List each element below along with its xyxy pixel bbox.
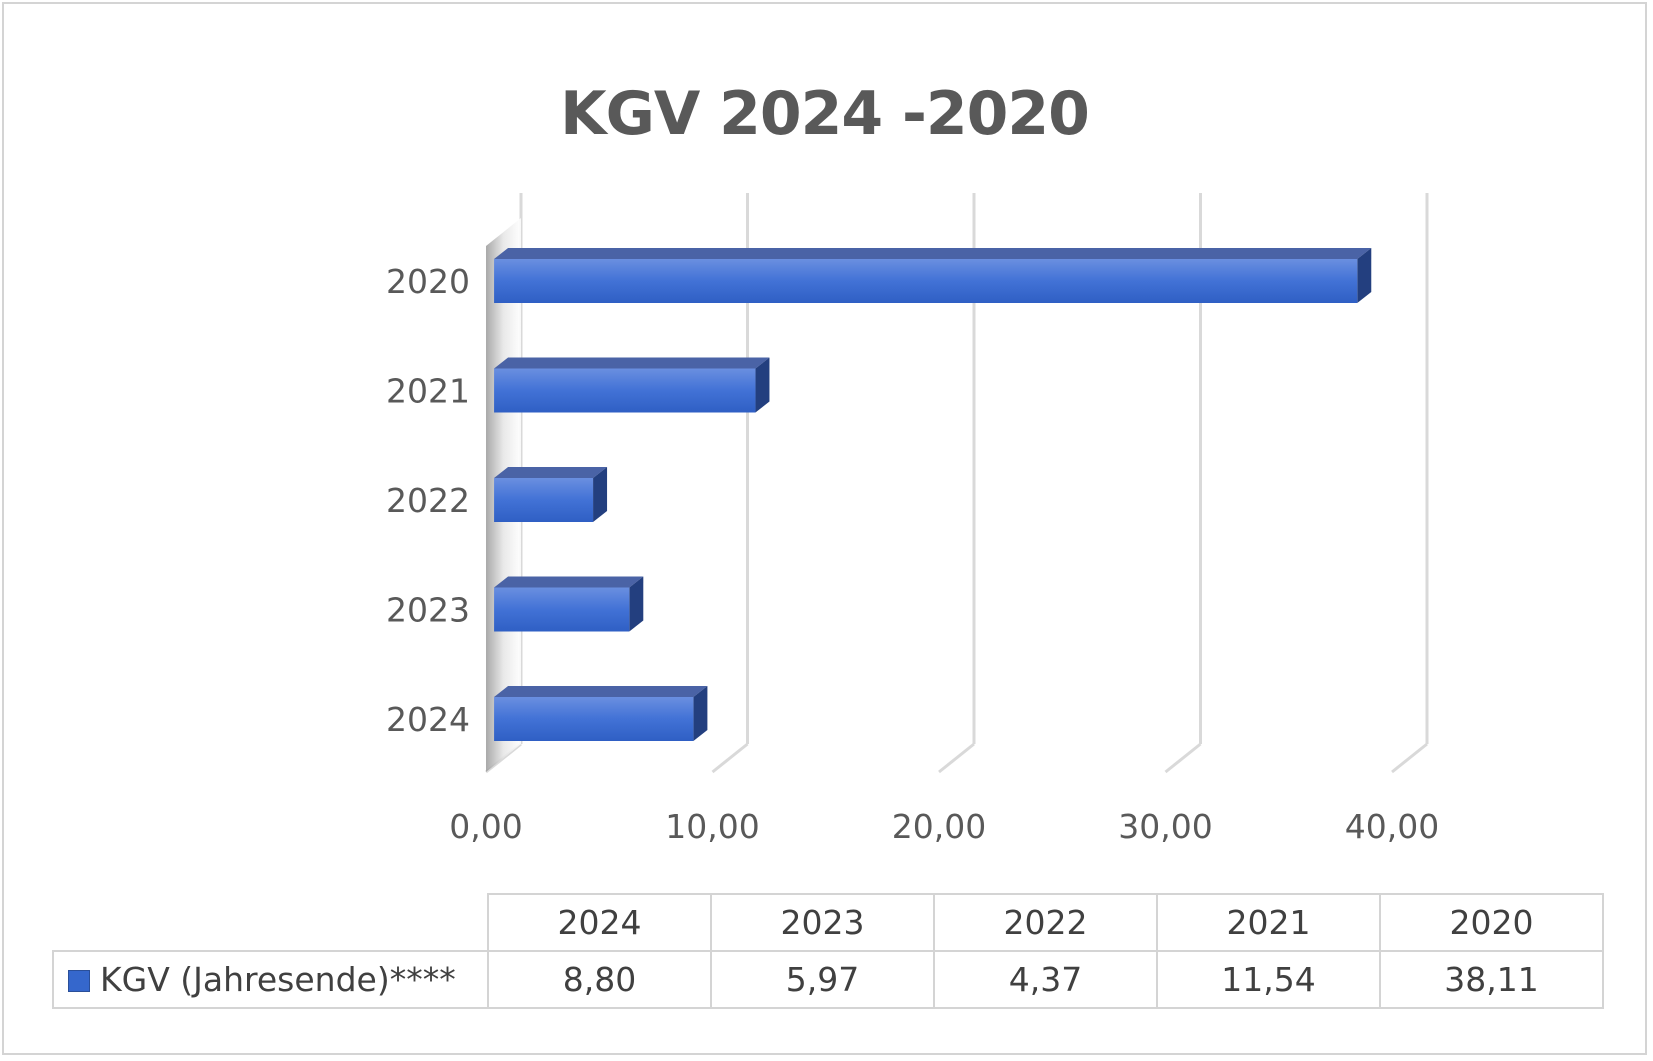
data-table-row-label: KGV (Jahresende)**** [100, 960, 456, 999]
legend-swatch-icon [68, 970, 90, 992]
data-table-value-cell: 4,37 [933, 950, 1158, 1009]
bar [494, 576, 644, 632]
bar-top [494, 686, 708, 697]
bar-side [693, 686, 708, 741]
x-axis-labels: 0,00 10,00 20,00 30,00 40,00 [449, 807, 1439, 846]
bar [494, 357, 770, 413]
bar-front [494, 697, 694, 741]
y-axis-tick-label: 2024 [386, 700, 470, 739]
bar-top [494, 467, 608, 478]
chart-title: KGV 2024 -2020 [560, 79, 1090, 149]
data-table-value-cell: 8,80 [487, 950, 712, 1009]
data-table-corner [53, 894, 489, 952]
data-table-header-cell: 2023 [710, 893, 935, 952]
x-axis-tick-label: 40,00 [1345, 807, 1439, 846]
bar-front [494, 478, 594, 522]
bar-top [494, 357, 770, 369]
bar-top [494, 248, 1372, 259]
data-table-value-cell: 5,97 [710, 950, 935, 1009]
y-axis-tick-label: 2020 [386, 262, 470, 301]
x-axis-tick-label: 30,00 [1118, 807, 1212, 846]
bar-side [593, 467, 608, 522]
bar-side [1357, 248, 1372, 303]
bar [494, 248, 1372, 303]
x-axis-tick-label: 0,00 [449, 807, 522, 846]
bar-side [629, 576, 644, 632]
data-table-value-cell: 38,11 [1379, 950, 1604, 1009]
data-table: 2024 2023 2022 2021 2020 KGV (Jahresende… [52, 893, 1604, 1009]
gridline-floor [1391, 742, 1428, 774]
data-table-header-cell: 2024 [487, 893, 712, 952]
y-axis-labels: 2024 2023 2022 2021 2020 [386, 262, 470, 739]
gridline-floor [711, 742, 749, 774]
bar-front [494, 259, 1358, 303]
data-table-header-cell: 2021 [1156, 893, 1381, 952]
gridline-floor [1164, 742, 1202, 774]
gridline-floor [938, 742, 975, 774]
data-table-value-cell: 11,54 [1156, 950, 1381, 1009]
bar-top [494, 576, 644, 588]
bar-front [494, 587, 630, 632]
data-table-header-cell: 2020 [1379, 893, 1604, 952]
x-axis-tick-label: 10,00 [665, 807, 759, 846]
bar [494, 467, 608, 522]
bar [494, 686, 708, 741]
data-table-header-cell: 2022 [933, 893, 1158, 952]
data-table-row-label-cell: KGV (Jahresende)**** [52, 950, 489, 1009]
y-axis-tick-label: 2021 [386, 372, 470, 411]
y-axis-tick-label: 2022 [386, 481, 470, 520]
y-axis-tick-label: 2023 [386, 591, 470, 630]
data-table-row: KGV (Jahresende)**** 8,80 5,97 4,37 11,5… [52, 950, 1604, 1009]
bar-front [494, 368, 756, 413]
bar-side [755, 357, 770, 413]
bars [494, 248, 1372, 741]
data-table-header-row: 2024 2023 2022 2021 2020 [53, 893, 1604, 952]
x-axis-tick-label: 20,00 [892, 807, 986, 846]
